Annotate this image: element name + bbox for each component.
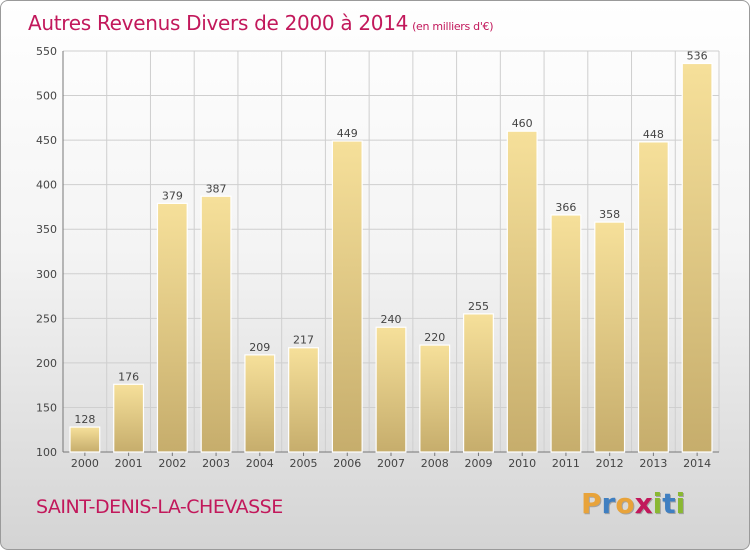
x-tick-label: 2002 (158, 457, 186, 470)
x-tick-label: 2012 (596, 457, 624, 470)
chart-title-unit: (en milliers d'€) (412, 20, 494, 33)
bar-2002 (156, 202, 188, 453)
y-tick-label: 100 (36, 446, 57, 459)
bar-2010 (506, 130, 538, 453)
logo-letter: t (662, 487, 676, 520)
chart-title-text: Autres Revenus Divers de 2000 à 2014 (28, 11, 409, 35)
y-tick-label: 400 (36, 179, 57, 192)
x-tick-label: 2008 (421, 457, 449, 470)
bars (69, 62, 713, 453)
bar-2005 (288, 347, 320, 453)
x-tick-label: 2007 (377, 457, 405, 470)
axes: 100 150 200 250 300 350 400 450 500 550 2000 2001 20… (36, 45, 719, 470)
bar-2004 (244, 354, 276, 453)
bar-2006 (331, 140, 363, 453)
y-tick-label: 350 (36, 223, 57, 236)
bar-2012 (594, 221, 626, 453)
value-labels: 128 176 379 387 209 217 449 240 220 255 460 366 358 4… (74, 49, 707, 426)
x-tick-label: 2013 (639, 457, 667, 470)
bar-2009 (462, 313, 494, 453)
logo-letter: i (652, 487, 663, 520)
x-tick-label: 2006 (333, 457, 361, 470)
value-label-2004: 209 (249, 341, 270, 354)
commune-name: SAINT-DENIS-LA-CHEVASSE (36, 496, 283, 518)
value-label-2014: 536 (687, 49, 708, 62)
value-label-2001: 176 (118, 370, 139, 383)
value-label-2000: 128 (74, 413, 95, 426)
x-tick-label: 2011 (552, 457, 580, 470)
bar-2001 (113, 383, 145, 453)
value-label-2013: 448 (643, 128, 664, 141)
value-label-2009: 255 (468, 300, 489, 313)
value-label-2010: 460 (512, 117, 533, 130)
logo-letter: i (675, 487, 686, 520)
x-tick-label: 2010 (508, 457, 536, 470)
logo-letter: x (634, 487, 653, 520)
x-tick-label: 2003 (202, 457, 230, 470)
x-tick-label: 2000 (71, 457, 99, 470)
value-label-2008: 220 (424, 331, 445, 344)
bar-2014 (681, 62, 713, 453)
value-label-2012: 358 (599, 208, 620, 221)
y-tick-label: 300 (36, 268, 57, 281)
x-tick-label: 2009 (464, 457, 492, 470)
proxiti-logo: Proxiti (581, 487, 685, 520)
value-label-2002: 379 (162, 189, 183, 202)
x-tick-label: 2014 (683, 457, 711, 470)
bar-2007 (375, 326, 407, 453)
value-label-2011: 366 (555, 201, 576, 214)
y-tick-label: 250 (36, 312, 57, 325)
x-tick-label: 2005 (290, 457, 318, 470)
bar-2003 (200, 195, 232, 453)
value-label-2005: 217 (293, 334, 314, 347)
value-label-2006: 449 (337, 127, 358, 140)
y-tick-label: 550 (36, 45, 57, 58)
y-tick-label: 150 (36, 401, 57, 414)
y-tick-label: 200 (36, 357, 57, 370)
value-label-2007: 240 (381, 313, 402, 326)
y-tick-label: 500 (36, 90, 57, 103)
bar-2008 (419, 344, 451, 453)
x-tick-label: 2004 (246, 457, 274, 470)
chart-title: Autres Revenus Divers de 2000 à 2014 (en … (28, 11, 494, 35)
bar-2011 (550, 214, 582, 453)
bar-2000 (69, 426, 101, 453)
x-tick-label: 2001 (115, 457, 143, 470)
value-label-2003: 387 (206, 182, 227, 195)
logo-letter: r (601, 487, 616, 520)
y-tick-label: 450 (36, 134, 57, 147)
logo-letter: P (581, 487, 602, 520)
logo-letter: o (615, 487, 635, 520)
bar-2013 (637, 141, 669, 453)
